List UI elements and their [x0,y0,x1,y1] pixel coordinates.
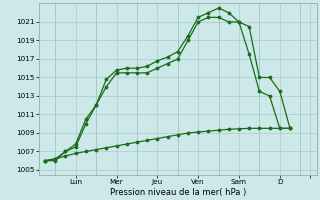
X-axis label: Pression niveau de la mer( hPa ): Pression niveau de la mer( hPa ) [110,188,246,197]
